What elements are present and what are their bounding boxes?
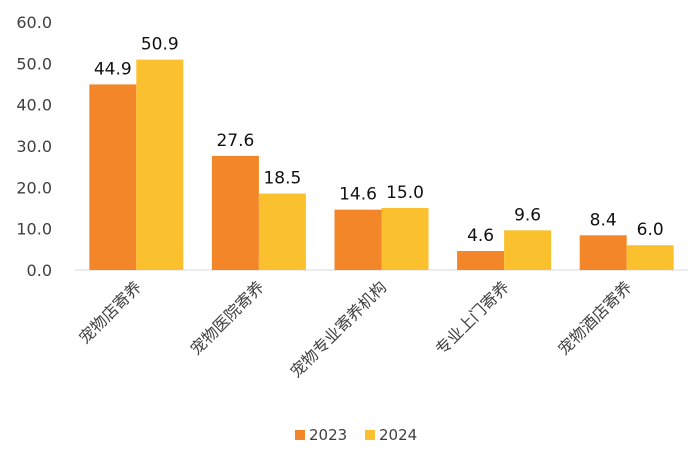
bars bbox=[89, 59, 674, 270]
bar-2023-3 bbox=[457, 250, 505, 270]
legend-swatch bbox=[295, 430, 305, 440]
bar-2024-2 bbox=[381, 208, 429, 270]
legend: 2023 2024 bbox=[295, 426, 417, 444]
y-tick-label: 30.0 bbox=[16, 137, 52, 156]
y-tick-label: 20.0 bbox=[16, 178, 52, 197]
legend-label: 2024 bbox=[379, 426, 417, 444]
data-label: 6.0 bbox=[637, 220, 664, 240]
y-tick-label: 60.0 bbox=[16, 13, 52, 32]
legend-swatch bbox=[365, 430, 375, 440]
y-tick-label: 50.0 bbox=[16, 54, 52, 73]
data-label: 15.0 bbox=[386, 183, 424, 203]
category-label: 宠物医院寄养 bbox=[186, 277, 267, 358]
data-label: 50.9 bbox=[141, 35, 179, 55]
category-labels: 宠物店寄养 宠物医院寄养 宠物专业寄养机构 专业上门寄养 宠物酒店寄养 bbox=[75, 277, 635, 381]
y-tick-label: 10.0 bbox=[16, 220, 52, 239]
category-label: 宠物店寄养 bbox=[75, 277, 145, 347]
data-label: 4.6 bbox=[467, 226, 494, 246]
data-label: 27.6 bbox=[216, 131, 254, 151]
category-label: 宠物专业寄养机构 bbox=[286, 277, 390, 381]
bar-2023-1 bbox=[211, 155, 259, 270]
bar-2024-0 bbox=[136, 59, 184, 270]
data-label: 8.4 bbox=[590, 210, 617, 230]
bar-2023-2 bbox=[334, 209, 382, 270]
data-label: 14.6 bbox=[339, 185, 377, 205]
y-axis: 0.0 10.0 20.0 30.0 40.0 50.0 60.0 bbox=[16, 13, 52, 280]
bar-2024-3 bbox=[504, 230, 552, 270]
y-tick-label: 0.0 bbox=[27, 261, 52, 280]
bar-2023-4 bbox=[579, 235, 627, 270]
bar-2024-4 bbox=[626, 245, 674, 270]
category-label: 专业上门寄养 bbox=[432, 277, 513, 358]
y-tick-label: 40.0 bbox=[16, 96, 52, 115]
data-label: 44.9 bbox=[94, 59, 132, 79]
bar-2024-1 bbox=[258, 193, 306, 270]
bar-2023-0 bbox=[89, 84, 137, 270]
data-labels: 44.9 50.9 27.6 18.5 14.6 15.0 4.6 9.6 8.4 6.0 bbox=[94, 35, 664, 246]
data-label: 18.5 bbox=[263, 169, 301, 189]
category-label: 宠物酒店寄养 bbox=[554, 277, 635, 358]
legend-label: 2023 bbox=[309, 426, 347, 444]
data-label: 9.6 bbox=[514, 205, 541, 225]
